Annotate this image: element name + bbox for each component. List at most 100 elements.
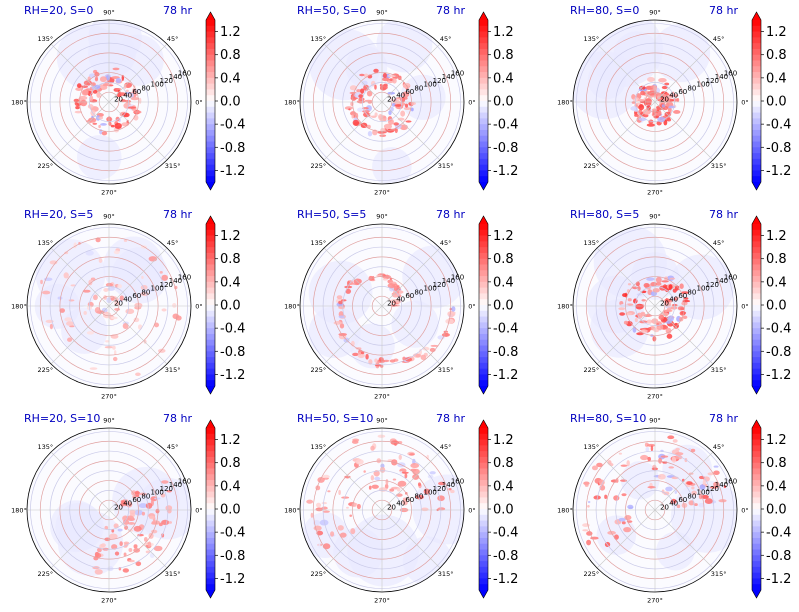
radial-gridlines	[27, 224, 191, 388]
anomaly-cell	[598, 479, 605, 486]
anomaly-cell	[151, 521, 158, 525]
colorbar-segment	[752, 433, 761, 440]
radial-tick-label: 100	[151, 489, 164, 497]
anomaly-cell	[110, 124, 115, 128]
colorbar-tick-label: 0.0	[493, 95, 514, 110]
radial-tick-label: 100	[424, 285, 437, 293]
anomaly-cell	[631, 94, 636, 100]
colorbar-segment	[206, 374, 215, 381]
anomaly-cell	[333, 321, 342, 325]
panel-title: RH=20, S=0	[24, 4, 93, 17]
angular-gridline	[654, 101, 714, 161]
colorbar-segment	[479, 129, 488, 137]
anomaly-cell	[655, 282, 662, 286]
angular-gridline	[323, 101, 383, 161]
colorbar-tick-label: -0.4	[766, 118, 791, 133]
anomaly-cell	[398, 454, 402, 460]
anomaly-cell	[344, 106, 353, 110]
colorbar-segment	[479, 537, 488, 545]
colorbar-segment	[206, 287, 215, 294]
anomaly-cell	[130, 96, 140, 101]
anomaly-cell	[351, 440, 359, 444]
colorbar-segment	[752, 66, 761, 73]
colorbar-segment	[479, 158, 488, 166]
angular-gridline	[323, 451, 383, 511]
colorbar-segment	[752, 543, 761, 550]
anomaly-cell	[49, 323, 53, 330]
anomaly-cell	[337, 525, 344, 531]
angle-label: 180°	[557, 99, 573, 107]
angle-label: 135°	[38, 239, 54, 247]
anomaly-cell	[657, 473, 666, 480]
anomaly-cell	[627, 283, 632, 286]
colorbar-segment	[206, 37, 215, 44]
colorbar-tick-label: 1.2	[766, 25, 787, 40]
radial-gridlines	[27, 428, 191, 592]
colorbar-segment	[206, 252, 215, 260]
radial-tick-label: 20	[387, 503, 396, 511]
colorbar: 1.2 0.8 0.4 0.0 -0.4 -0.8 -1.2	[751, 11, 791, 191]
colorbar-segment	[752, 77, 761, 85]
anomaly-cell	[351, 114, 354, 119]
anomaly-cell	[350, 528, 356, 535]
anomaly-cell	[81, 89, 89, 96]
anomaly-cell	[646, 277, 655, 281]
colorbar-segment	[206, 351, 215, 358]
anomaly-cell	[355, 459, 364, 465]
anomaly-cell	[399, 470, 403, 475]
anomaly-cell	[627, 504, 634, 510]
anomaly-cell	[114, 307, 121, 311]
angle-label: 135°	[584, 443, 600, 451]
anomaly-cell	[120, 99, 126, 103]
angle-label: 45°	[440, 35, 452, 43]
colorbar-segment	[206, 543, 215, 550]
anomaly-cell	[338, 332, 347, 336]
anomaly-cell	[698, 502, 705, 508]
colorbar-segment	[752, 83, 761, 90]
anomaly-cell	[79, 99, 88, 107]
anomaly-cell	[98, 257, 103, 264]
anomaly-cell	[90, 277, 96, 281]
anomaly-cell	[338, 300, 343, 305]
anomaly-cell	[647, 77, 655, 83]
anomaly-cell	[680, 291, 689, 295]
anomaly-cell	[447, 311, 456, 318]
colorbar-segment	[752, 164, 761, 171]
colorbar-tick-label: 1.2	[220, 229, 241, 244]
colorbar-segment	[752, 532, 761, 539]
anomaly-cell	[161, 274, 168, 281]
colorbar-segment	[479, 147, 488, 154]
anomaly-cell	[129, 509, 136, 514]
anomaly-cell	[172, 313, 179, 320]
colorbar-segment	[479, 20, 488, 27]
anomaly-cell	[450, 489, 455, 494]
radial-tick-label: 20	[114, 503, 123, 511]
colorbar-tick-label: -0.8	[766, 549, 791, 564]
radial-tick-label: 120	[433, 281, 446, 289]
anomaly-cell	[368, 359, 373, 365]
anomaly-cell	[673, 322, 679, 329]
colorbar-tick-label: 1.2	[493, 229, 514, 244]
anomaly-cell	[318, 542, 321, 549]
anomaly-cell	[330, 531, 335, 537]
colorbar-segment	[479, 164, 488, 171]
anomaly-cell	[113, 250, 120, 255]
colorbar-extend-min	[479, 182, 488, 190]
panel-time-label: 78 hr	[709, 412, 738, 425]
colorbar-segment	[752, 578, 761, 585]
anomaly-cell	[339, 532, 347, 538]
anomaly-cell	[704, 498, 713, 505]
anomaly-cell	[123, 552, 127, 557]
anomaly-cell	[390, 106, 394, 112]
radial-gridlines	[573, 20, 737, 184]
anomaly-cell	[682, 315, 688, 320]
anomaly-cell	[658, 314, 665, 320]
colorbar-segment	[479, 37, 488, 44]
colorbar-tick-label: -0.8	[220, 549, 245, 564]
colorbar-segment	[752, 54, 761, 61]
anomaly-cell	[586, 539, 592, 546]
anomaly-cell	[699, 484, 706, 490]
colorbar: 1.2 0.8 0.4 0.0 -0.4 -0.8 -1.2	[751, 419, 791, 599]
anomaly-cell	[634, 113, 639, 117]
